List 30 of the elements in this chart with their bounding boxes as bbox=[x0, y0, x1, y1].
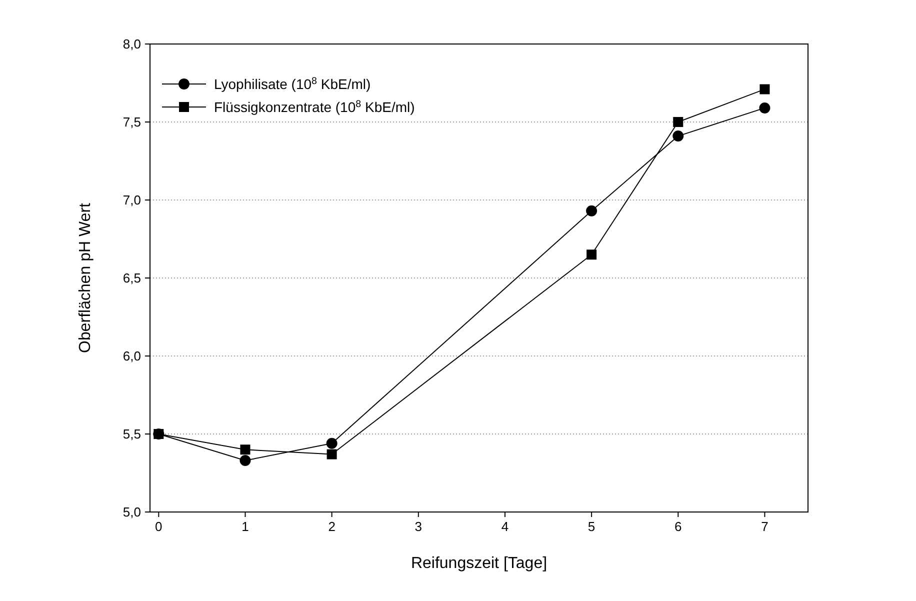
point bbox=[672, 130, 684, 142]
y-tick-label: 6,5 bbox=[122, 270, 141, 286]
x-tick-label: 3 bbox=[414, 519, 422, 534]
legend-label: Flüssigkonzentrate (10$^{8}$ KbE/ml) bbox=[214, 99, 415, 115]
x-tick-label: 7 bbox=[761, 519, 768, 534]
point bbox=[326, 449, 337, 460]
x-tick-label: 4 bbox=[501, 519, 509, 534]
y-tick-label: 7,0 bbox=[122, 192, 141, 208]
point bbox=[586, 250, 597, 260]
y-tick-label: 6,0 bbox=[122, 348, 141, 364]
y-tick-label: 8,0 bbox=[122, 36, 141, 52]
x-tick-label: 2 bbox=[328, 519, 336, 534]
y-tick-label: 5,0 bbox=[122, 504, 141, 520]
y-axis-title: Oberflächen pH Wert bbox=[77, 202, 94, 353]
point bbox=[326, 438, 338, 449]
x-axis-title: Reifungszeit [Tage] bbox=[410, 555, 548, 572]
point bbox=[673, 117, 684, 127]
point bbox=[154, 429, 164, 439]
point bbox=[759, 102, 770, 114]
x-tick-label: 5 bbox=[588, 519, 596, 534]
x-tick-label: 0 bbox=[155, 519, 162, 534]
point bbox=[760, 84, 770, 94]
point bbox=[586, 205, 598, 216]
x-tick-label: 6 bbox=[674, 519, 682, 534]
y-tick-label: 7,5 bbox=[122, 114, 141, 130]
point bbox=[240, 455, 251, 466]
x-tick-label: 1 bbox=[242, 519, 249, 534]
y-tick-label: 5,5 bbox=[122, 426, 141, 442]
point bbox=[240, 444, 250, 455]
legend-label: Lyophilisate (10$^{8}$ KbE/ml) bbox=[214, 76, 371, 92]
